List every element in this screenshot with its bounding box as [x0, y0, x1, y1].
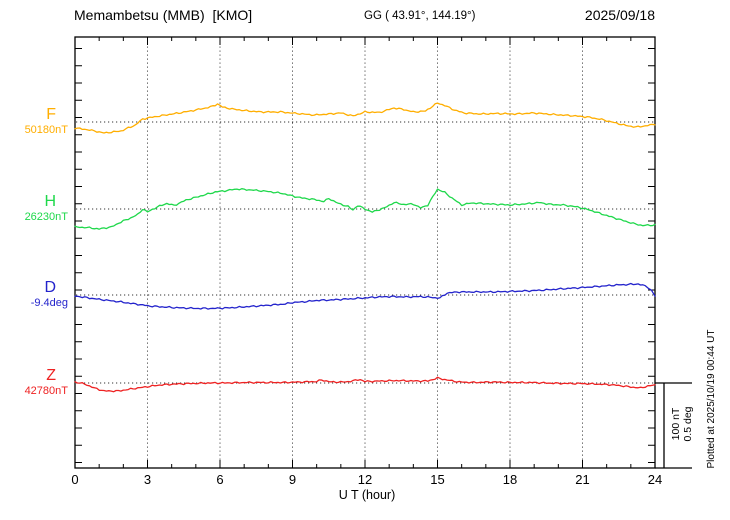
channel-value-F: 50180nT — [24, 124, 68, 136]
scale-bar-label: 100 nT 0.5 deg — [670, 392, 696, 456]
channel-value-D: -9.4deg — [30, 297, 68, 309]
x-tick-label-3: 3 — [143, 472, 152, 487]
channel-label-H: H — [44, 193, 56, 210]
plotted-at-label: Plotted at 2025/10/19 00:44 UT — [706, 329, 717, 469]
x-tick-label-12: 12 — [357, 472, 373, 487]
trace-Z — [74, 376, 656, 393]
trace-H — [74, 188, 656, 230]
x-tick-label-6: 6 — [216, 472, 224, 487]
x-tick-label-24: 24 — [647, 472, 663, 487]
x-tick-label-18: 18 — [502, 472, 518, 487]
scale-bar-label-nt: 100 nT — [670, 407, 682, 441]
channel-label-F: F — [46, 106, 56, 123]
trace-F — [74, 102, 656, 134]
x-tick-label-15: 15 — [430, 472, 445, 487]
station-title: Memambetsu (MMB) [KMO] — [74, 7, 253, 23]
channel-label-Z: Z — [46, 367, 56, 384]
x-tick-label-21: 21 — [575, 472, 590, 487]
x-axis-label: U T (hour) — [338, 488, 396, 502]
trace-D — [74, 282, 656, 310]
channel-value-Z: 42780nT — [24, 385, 68, 397]
channel-label-D: D — [44, 279, 56, 296]
x-tick-label-9: 9 — [288, 472, 297, 487]
scale-bar-label-deg: 0.5 deg — [682, 406, 694, 442]
channel-value-H: 26230nT — [24, 211, 68, 223]
x-tick-label-0: 0 — [71, 472, 79, 487]
date-label: 2025/09/18 — [584, 7, 655, 23]
gg-coordinates: GG ( 43.91°, 144.19°) — [364, 10, 476, 22]
